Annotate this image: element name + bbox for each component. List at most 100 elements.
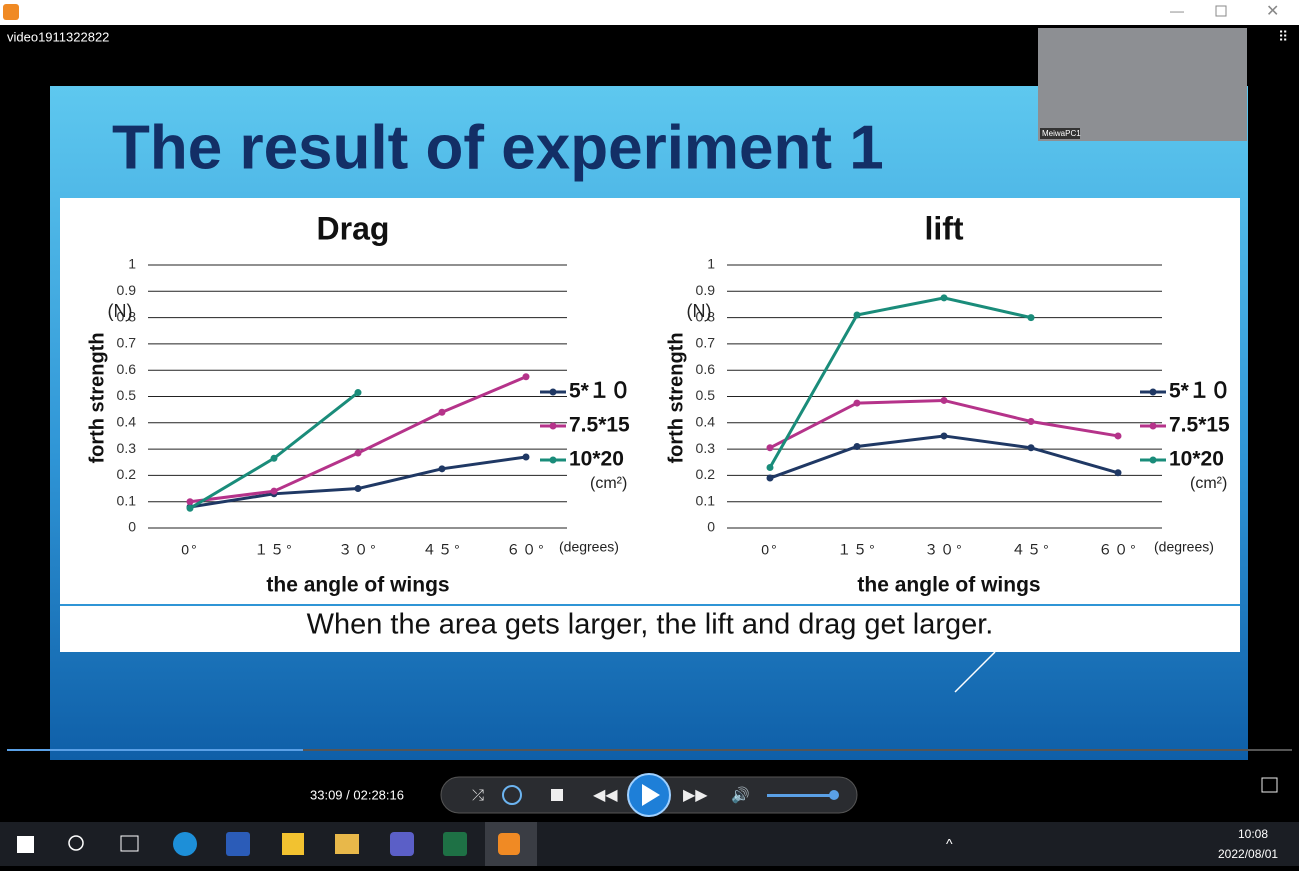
data-point [853,399,861,407]
data-point [354,449,362,457]
title-bar [0,0,1299,25]
y-tick-label: 1 [128,256,136,272]
y-tick-label: 0.4 [696,414,716,430]
slide-title: The result of experiment 1 [112,113,884,182]
y-tick-label: 0.3 [117,440,137,456]
seek-bar[interactable] [7,749,1292,751]
task-view-button[interactable] [120,835,139,852]
x-tick-label: ６０° [506,542,546,558]
restore-button[interactable] [1215,5,1227,17]
data-point [522,373,530,381]
data-point [354,389,362,397]
repeat-button[interactable] [502,785,522,805]
x-tick-label: 0° [761,542,778,558]
legend-label: 5*１０ [1169,380,1231,403]
tray-expand[interactable]: ^ [946,836,953,852]
rewind-button[interactable]: ◀◀ [593,787,618,804]
x-tick-label: ３０° [924,542,964,558]
volume-slider[interactable] [767,794,835,797]
data-point [1114,432,1122,440]
taskbar [0,822,1299,866]
explorer-icon[interactable] [335,834,359,854]
y-tick-label: 0.4 [117,414,137,430]
legend-label: 7.5*15 [1169,414,1230,437]
close-button[interactable]: ✕ [1266,3,1279,20]
x-unit: (degrees) [1154,539,1214,555]
data-point [270,487,278,495]
y-unit: (N) [687,301,712,321]
y-tick-label: 0.6 [117,361,137,377]
data-point [438,465,446,473]
teams-icon[interactable] [390,832,414,856]
legend-label: 10*20 [569,448,624,471]
data-point [1114,469,1122,477]
slide-panel [60,198,1240,652]
volume-button[interactable]: 🔊 [731,785,750,804]
play-icon [642,784,660,806]
y-axis-label: forth strength [665,332,687,463]
word-icon[interactable] [226,832,250,856]
data-point [940,396,948,404]
excel-icon[interactable] [443,832,467,856]
legend-marker [549,388,557,396]
data-point [186,498,194,506]
start-button[interactable] [17,836,34,853]
chart-title: Drag [317,210,390,246]
x-axis-label: the angle of wings [857,574,1040,597]
layout-button[interactable]: ⠿ [1278,29,1288,45]
seek-progress [7,749,303,751]
app-icon [3,4,19,20]
y-tick-label: 0 [707,519,715,535]
webcam-label-bg [1040,128,1080,139]
y-tick-label: 0.5 [696,387,716,403]
data-point [186,504,194,512]
edge-icon[interactable] [173,832,197,856]
x-tick-label: ４５° [422,542,462,558]
y-tick-label: 0.1 [117,492,137,508]
data-point [853,442,861,450]
y-tick-label: 0 [128,519,136,535]
volume-knob[interactable] [829,790,839,800]
x-tick-label: １５° [837,542,877,558]
minimize-button[interactable]: — [1170,3,1184,19]
y-tick-label: 0.8 [696,308,716,324]
clock-date: 2022/08/01 [1218,847,1278,861]
decoration [954,651,996,693]
legend-label: 10*20 [1169,448,1224,471]
webcam-label: MeiwaPC1 [1042,129,1081,138]
x-tick-label: ３０° [338,542,378,558]
data-point [438,408,446,416]
data-point [354,485,362,493]
data-point [1027,444,1035,452]
data-point [853,311,861,319]
stop-button[interactable] [551,789,563,801]
x-unit: (degrees) [559,539,619,555]
slide-caption: When the area gets larger, the lift and … [307,609,994,641]
chart-title: lift [924,210,963,246]
y-tick-label: 0.2 [696,466,716,482]
store-icon[interactable] [282,833,304,855]
fullscreen-button[interactable] [1261,777,1278,793]
data-point [766,444,774,452]
data-point [270,454,278,462]
data-point [766,464,774,472]
y-tick-label: 0.3 [696,440,716,456]
y-tick-label: 0.2 [117,466,137,482]
data-point [940,432,948,440]
legend-unit: (cm²) [590,475,627,492]
x-axis-label: the angle of wings [266,574,449,597]
y-tick-label: 0.6 [696,361,716,377]
y-tick-label: 0.7 [696,335,716,351]
search-button[interactable] [68,835,84,851]
x-tick-label: ６０° [1098,542,1138,558]
data-point [766,474,774,482]
y-tick-label: 0.7 [117,335,137,351]
webcam-feed [1038,28,1247,141]
legend-unit: (cm²) [1190,475,1227,492]
shuffle-button[interactable]: ⤮ [472,787,484,804]
y-tick-label: 0.9 [696,282,716,298]
x-tick-label: ４５° [1011,542,1051,558]
forward-button[interactable]: ▶▶ [683,787,708,804]
